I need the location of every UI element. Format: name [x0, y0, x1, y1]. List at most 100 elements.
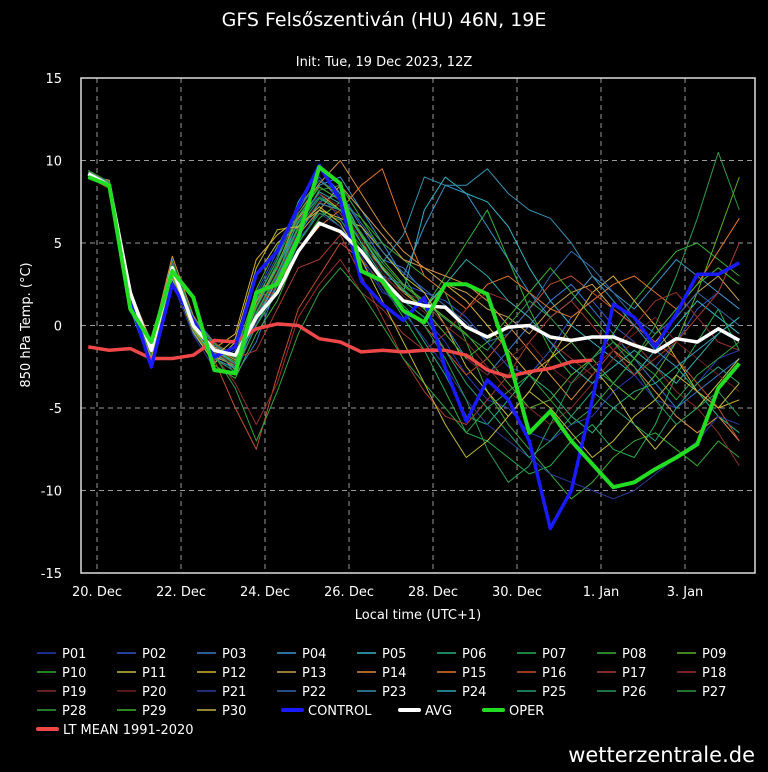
legend-item: P14 [357, 666, 406, 681]
legend-item: P08 [597, 647, 646, 662]
legend-item: P26 [597, 685, 646, 700]
legend-item: P17 [597, 666, 646, 681]
x-tick-label: 3. Jan [667, 585, 704, 600]
legend-item: P02 [117, 647, 166, 662]
y-tick-label: -15 [41, 567, 62, 582]
legend-label: P28 [62, 704, 86, 719]
x-tick-label: 20. Dec [72, 585, 122, 600]
x-tick-label: 1. Jan [583, 585, 620, 600]
legend-label: P25 [542, 685, 566, 700]
legend-item: P16 [517, 666, 566, 681]
series-line-p19 [88, 174, 740, 467]
legend-item: P19 [37, 685, 86, 700]
legend-item: P13 [277, 666, 326, 681]
legend-label: P08 [622, 647, 646, 662]
legend-label: P03 [222, 647, 246, 662]
series-line-p11 [88, 173, 740, 450]
x-axis: 20. Dec 22. Dec 24. Dec 26. Dec 28. Dec 30. D… [72, 585, 703, 600]
legend-item: P06 [437, 647, 486, 662]
legend-item: OPER [482, 704, 544, 719]
legend-item: P25 [517, 685, 566, 700]
series-line-p21 [88, 176, 740, 500]
legend-item: CONTROL [281, 704, 372, 719]
legend-item: P30 [197, 704, 246, 719]
legend-label: P24 [462, 685, 486, 700]
legend-item: P04 [277, 647, 326, 662]
chart-title: GFS Felsőszentiván (HU) 46N, 19E [222, 9, 547, 31]
y-tick-label: 10 [45, 155, 62, 170]
legend-label: P16 [542, 666, 566, 681]
legend-label: P14 [382, 666, 406, 681]
legend-label: P01 [62, 647, 86, 662]
chart-subtitle: Init: Tue, 19 Dec 2023, 12Z [296, 55, 473, 70]
x-tick-label: 24. Dec [240, 585, 290, 600]
legend-label: LT MEAN 1991-2020 [63, 723, 194, 738]
series-line-avg [87, 172, 741, 357]
series-line-p07 [88, 173, 740, 475]
series-line-p13 [88, 171, 740, 366]
legend-label: P11 [142, 666, 166, 681]
legend-item: P23 [357, 685, 406, 700]
series-line-p02 [88, 171, 740, 376]
legend-item: P20 [117, 685, 166, 700]
legend-item: P12 [197, 666, 246, 681]
series-line-p05 [88, 168, 740, 376]
legend-item: P27 [677, 685, 726, 700]
series-lines [87, 151, 741, 531]
legend-label: P30 [222, 704, 246, 719]
y-axis: 15 10 5 0 -5 -10 -15 [41, 72, 62, 582]
legend-item: P22 [277, 685, 326, 700]
legend-label: P15 [462, 666, 486, 681]
legend-label: P22 [302, 685, 326, 700]
series-line-oper [87, 165, 741, 490]
legend-label: P12 [222, 666, 246, 681]
x-axis-label: Local time (UTC+1) [355, 608, 481, 623]
legend-label: P17 [622, 666, 646, 681]
y-axis-label: 850 hPa Temp. (°C) [19, 262, 34, 387]
legend-item: P01 [37, 647, 86, 662]
legend-label: P02 [142, 647, 166, 662]
legend-label: P13 [302, 666, 326, 681]
legend-item: P09 [677, 647, 726, 662]
y-tick-label: 0 [54, 320, 62, 335]
legend-item: LT MEAN 1991-2020 [36, 723, 194, 738]
legend-label: P04 [302, 647, 326, 662]
legend-label: P18 [702, 666, 726, 681]
legend-item: P05 [357, 647, 406, 662]
legend-label: AVG [425, 704, 452, 719]
site-credit[interactable]: wetterzentrale.de [568, 743, 755, 767]
legend-item: P07 [517, 647, 566, 662]
legend-label: P19 [62, 685, 86, 700]
series-line-p15 [88, 168, 740, 371]
legend-label: P06 [462, 647, 486, 662]
legend-label: P07 [542, 647, 566, 662]
series-line-p14 [88, 160, 740, 442]
legend-item: P15 [437, 666, 486, 681]
legend-label: P21 [222, 685, 246, 700]
legend-label: OPER [509, 704, 544, 719]
series-line-p10 [88, 174, 740, 500]
legend-label: P27 [702, 685, 726, 700]
grid [81, 78, 755, 573]
series-line-lt-mean-1991-2020 [88, 322, 593, 379]
series-line-control [87, 163, 741, 531]
legend-item: P03 [197, 647, 246, 662]
legend-label: P26 [622, 685, 646, 700]
legend-item: P10 [37, 666, 86, 681]
legend-label: P29 [142, 704, 166, 719]
legend-label: CONTROL [308, 704, 372, 719]
legend-label: P23 [382, 685, 406, 700]
legend-label: P10 [62, 666, 86, 681]
y-tick-label: 15 [45, 72, 62, 87]
series-line-p30 [88, 176, 740, 458]
x-tick-label: 26. Dec [324, 585, 374, 600]
y-tick-label: -5 [49, 402, 62, 417]
legend-label: P05 [382, 647, 406, 662]
series-line-p23 [88, 168, 740, 369]
legend-item: P24 [437, 685, 486, 700]
legend-item: P21 [197, 685, 246, 700]
legend-item: P11 [117, 666, 166, 681]
legend-item: P28 [37, 704, 86, 719]
legend-item: P18 [677, 666, 726, 681]
